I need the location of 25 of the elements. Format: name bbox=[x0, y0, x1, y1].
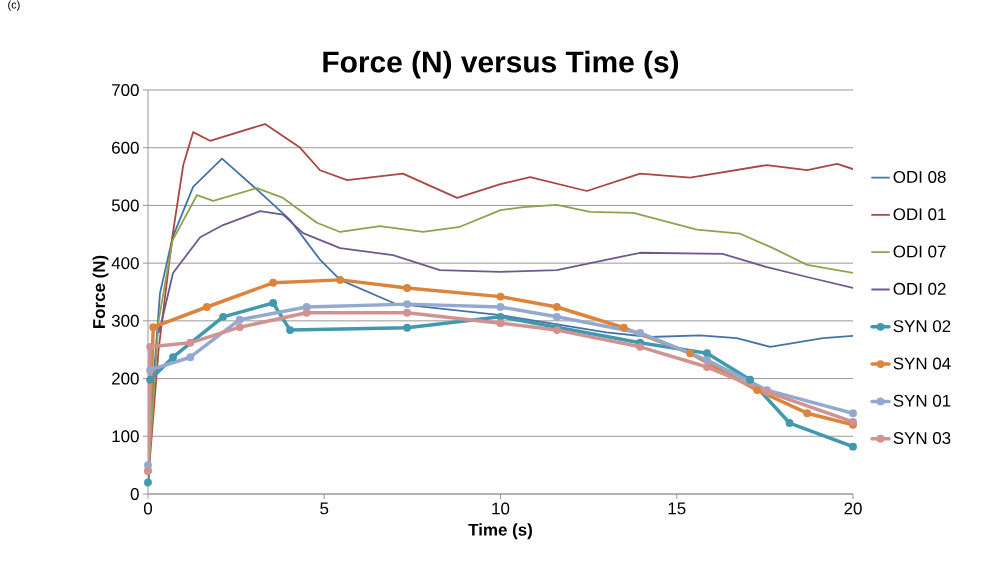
y-tick-label: 0 bbox=[130, 488, 139, 500]
x-tick-label: 5 bbox=[320, 502, 329, 515]
text: (c) bbox=[8, 0, 20, 11]
y-tick-label: 700 bbox=[112, 84, 139, 96]
y-tick-label: 100 bbox=[112, 430, 139, 443]
legend-label: SYN 03 bbox=[893, 432, 951, 445]
y-axis-title: Force (N) bbox=[92, 255, 109, 329]
legend-label: SYN 01 bbox=[893, 394, 951, 407]
y-tick-label: 600 bbox=[112, 141, 139, 154]
y-tick-label: 400 bbox=[111, 257, 139, 270]
legend-label: ODI 07 bbox=[893, 245, 946, 258]
legend-label: ODI 08 bbox=[893, 170, 946, 183]
x-tick-label: 20 bbox=[844, 502, 862, 515]
y-tick-label: 300 bbox=[111, 314, 139, 327]
x-axis-title: Time (s) bbox=[468, 523, 532, 540]
y-tick-label: 500 bbox=[111, 199, 139, 212]
x-tick-label: 15 bbox=[668, 502, 686, 515]
legend-label: ODI 02 bbox=[893, 282, 946, 295]
legend-label: ODI 01 bbox=[893, 208, 946, 221]
legend-label: SYN 02 bbox=[893, 320, 951, 333]
x-tick-label: 10 bbox=[492, 502, 510, 515]
chart-title: Force (N) versus Time (s) bbox=[323, 50, 679, 79]
y-tick-label: 200 bbox=[112, 372, 139, 385]
x-tick-label: 0 bbox=[143, 502, 153, 515]
legend-label: SYN 04 bbox=[893, 357, 951, 370]
